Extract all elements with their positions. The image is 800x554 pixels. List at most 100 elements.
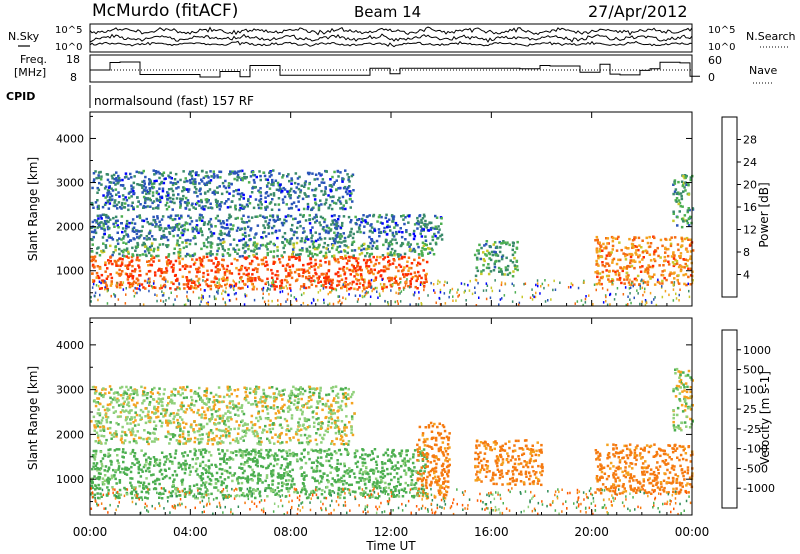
- velocity-cell: [306, 437, 309, 440]
- power-cell: [597, 256, 600, 260]
- power-cell: [197, 200, 200, 203]
- power-cell: [103, 187, 107, 190]
- velocity-cell: [326, 478, 329, 482]
- power-noise-cell: [535, 291, 537, 295]
- power-cell: [265, 260, 268, 264]
- power-cell: [115, 285, 119, 289]
- power-cell: [202, 271, 205, 275]
- power-noise-cell: [376, 286, 378, 290]
- power-cell: [266, 223, 270, 226]
- power-cell: [387, 259, 391, 263]
- velocity-cell: [358, 476, 361, 480]
- power-cell: [184, 177, 187, 180]
- power-cell: [683, 181, 686, 185]
- velocity-cell: [178, 494, 181, 497]
- power-cell: [131, 254, 135, 257]
- power-cell: [195, 267, 198, 271]
- power-cell: [152, 207, 155, 210]
- power-cell: [368, 258, 372, 261]
- power-cell: [206, 222, 210, 226]
- power-cell: [127, 240, 130, 244]
- power-cell: [137, 171, 141, 174]
- power-cell: [251, 279, 254, 282]
- power-cell: [675, 259, 679, 263]
- velocity-cell: [397, 480, 400, 484]
- power-cell: [206, 269, 209, 273]
- velocity-cell: [398, 452, 402, 455]
- power-cell: [687, 224, 691, 227]
- velocity-cell: [279, 466, 283, 470]
- power-cell: [283, 218, 286, 222]
- velocity-cell: [333, 467, 336, 470]
- power-cell: [285, 219, 288, 223]
- velocity-cell: [182, 455, 185, 458]
- velocity-cell: [345, 426, 348, 429]
- power-noise-cell: [217, 289, 219, 292]
- velocity-cell: [276, 458, 280, 461]
- power-cell: [661, 270, 664, 273]
- power-noise-cell: [396, 300, 399, 303]
- power-cell: [620, 248, 623, 252]
- power-cell: [329, 189, 333, 193]
- power-cell: [260, 262, 264, 266]
- power-cell: [111, 238, 115, 241]
- power-cell: [121, 258, 124, 261]
- power-cell: [418, 221, 421, 224]
- power-cell: [508, 243, 511, 247]
- power-cell: [121, 230, 124, 234]
- power-cell: [228, 269, 231, 273]
- velocity-cell: [158, 462, 162, 465]
- velocity-cell: [277, 490, 281, 493]
- power-cell: [332, 183, 335, 186]
- power-noise-cell: [439, 303, 442, 306]
- velocity-cell: [386, 467, 389, 471]
- velocity-cell: [152, 473, 155, 476]
- velocity-cell: [288, 463, 292, 466]
- power-noise-cell: [335, 288, 338, 292]
- power-cell: [245, 176, 248, 179]
- velocity-cell: [177, 409, 180, 412]
- power-cell: [178, 217, 181, 220]
- power-cell: [322, 226, 325, 229]
- power-cell: [182, 170, 185, 173]
- velocity-cell: [200, 427, 203, 431]
- velocity-cell: [303, 478, 306, 481]
- velocity-cell: [100, 462, 104, 466]
- velocity-cell: [270, 472, 273, 475]
- velocity-cell: [299, 457, 302, 461]
- power-cell: [480, 246, 483, 250]
- velocity-cell: [235, 454, 238, 457]
- velocity-cell: [336, 474, 340, 477]
- power-cell: [687, 183, 690, 187]
- velocity-cell: [146, 467, 150, 470]
- power-cell: [607, 251, 611, 255]
- power-cell: [653, 273, 656, 276]
- power-noise-cell: [570, 285, 572, 289]
- power-cell: [409, 282, 412, 286]
- velocity-cell: [101, 457, 105, 460]
- velocity-cell: [361, 473, 364, 476]
- power-cell: [130, 195, 133, 198]
- power-cell: [280, 221, 284, 225]
- power-cell: [214, 225, 217, 228]
- power-cell: [226, 264, 229, 268]
- power-cell: [134, 268, 137, 271]
- velocity-cell: [374, 496, 377, 499]
- power-cell: [347, 259, 350, 262]
- power-cell: [232, 190, 235, 193]
- power-cell: [679, 269, 683, 273]
- power-cell: [418, 253, 421, 256]
- power-cell: [178, 251, 182, 254]
- power-cell: [376, 271, 380, 275]
- power-cell: [134, 281, 138, 285]
- power-cell: [305, 195, 308, 198]
- velocity-cell: [144, 496, 147, 499]
- velocity-cell: [362, 494, 365, 497]
- power-noise-cell: [337, 295, 339, 298]
- power-cell: [270, 173, 273, 177]
- power-cell: [106, 267, 109, 270]
- power-cell: [351, 241, 354, 244]
- power-cell: [339, 207, 342, 210]
- velocity-cell: [130, 465, 133, 469]
- velocity-cell: [384, 481, 387, 485]
